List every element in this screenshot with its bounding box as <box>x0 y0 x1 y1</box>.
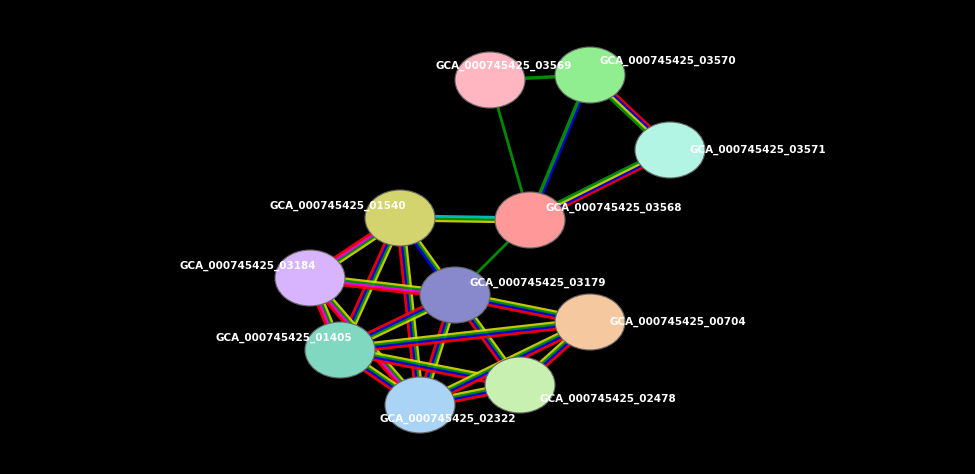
Text: GCA_000745425_03571: GCA_000745425_03571 <box>690 145 827 155</box>
Text: GCA_000745425_02322: GCA_000745425_02322 <box>380 414 517 424</box>
Text: GCA_000745425_03568: GCA_000745425_03568 <box>545 203 682 213</box>
Ellipse shape <box>555 294 625 350</box>
Text: GCA_000745425_03570: GCA_000745425_03570 <box>600 56 737 66</box>
Ellipse shape <box>455 52 525 108</box>
Text: GCA_000745425_03179: GCA_000745425_03179 <box>470 278 606 288</box>
Ellipse shape <box>305 322 375 378</box>
Ellipse shape <box>495 192 565 248</box>
Ellipse shape <box>365 190 435 246</box>
Text: GCA_000745425_02478: GCA_000745425_02478 <box>540 394 677 404</box>
Ellipse shape <box>420 267 490 323</box>
Ellipse shape <box>485 357 555 413</box>
Ellipse shape <box>275 250 345 306</box>
Text: GCA_000745425_03184: GCA_000745425_03184 <box>180 261 317 271</box>
Text: GCA_000745425_00704: GCA_000745425_00704 <box>610 317 747 327</box>
Text: GCA_000745425_03569: GCA_000745425_03569 <box>435 61 571 71</box>
Ellipse shape <box>555 47 625 103</box>
Text: GCA_000745425_01540: GCA_000745425_01540 <box>270 201 407 211</box>
Ellipse shape <box>635 122 705 178</box>
Text: GCA_000745425_01405: GCA_000745425_01405 <box>215 333 352 343</box>
Ellipse shape <box>385 377 455 433</box>
